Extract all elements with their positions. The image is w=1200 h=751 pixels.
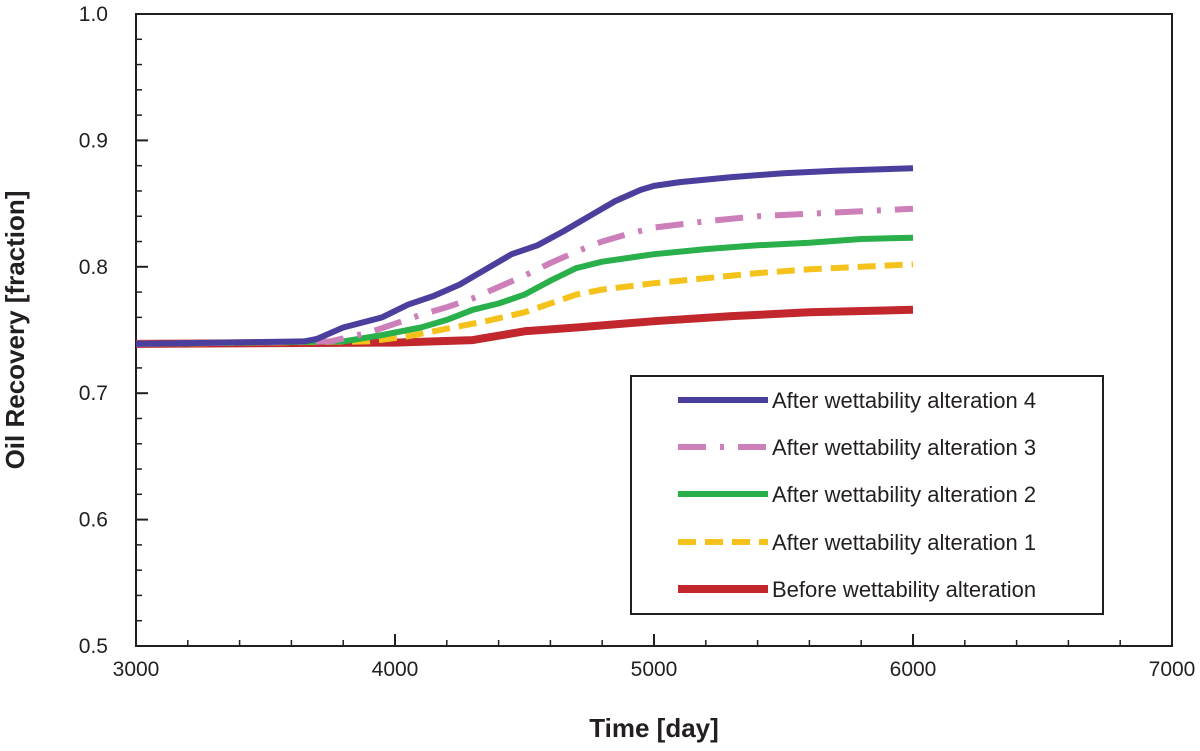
y-tick-label: 1.0	[79, 3, 108, 26]
y-tick-label: 0.9	[79, 129, 108, 152]
y-axis-ticks: 0.5 0.6 0.7 0.8 0.9 1.0	[79, 3, 148, 658]
legend-label: After wettability alteration 2	[772, 482, 1036, 507]
legend-label: Before wettability alteration	[772, 577, 1036, 602]
x-axis-title: Time [day]	[589, 713, 719, 743]
y-tick-label: 0.6	[79, 509, 108, 532]
y-axis-title: Oil Recovery [fraction]	[0, 191, 30, 470]
x-tick-label: 3000	[113, 658, 160, 681]
y-tick-label: 0.7	[79, 382, 108, 405]
series-layer	[135, 165, 914, 348]
x-tick-label: 4000	[372, 658, 419, 681]
legend-label: After wettability alteration 4	[772, 388, 1036, 413]
legend: After wettability alteration 4 After wett…	[630, 375, 1104, 615]
legend-label: After wettability alteration 1	[772, 530, 1036, 555]
x-tick-label: 7000	[1149, 658, 1196, 681]
series-line-3	[135, 234, 914, 347]
y-tick-label: 0.8	[79, 256, 108, 279]
y-tick-label: 0.5	[79, 635, 108, 658]
x-tick-label: 6000	[890, 658, 937, 681]
legend-label: After wettability alteration 3	[772, 435, 1036, 460]
series-line-1	[135, 165, 914, 347]
legend-items: After wettability alteration 4 After wett…	[678, 388, 1036, 602]
x-tick-label: 5000	[631, 658, 678, 681]
series-line-2	[135, 205, 914, 347]
series-line-4	[135, 261, 914, 347]
series-line-5	[135, 305, 914, 348]
x-axis-ticks: 3000 4000 5000 6000 7000	[113, 634, 1196, 681]
